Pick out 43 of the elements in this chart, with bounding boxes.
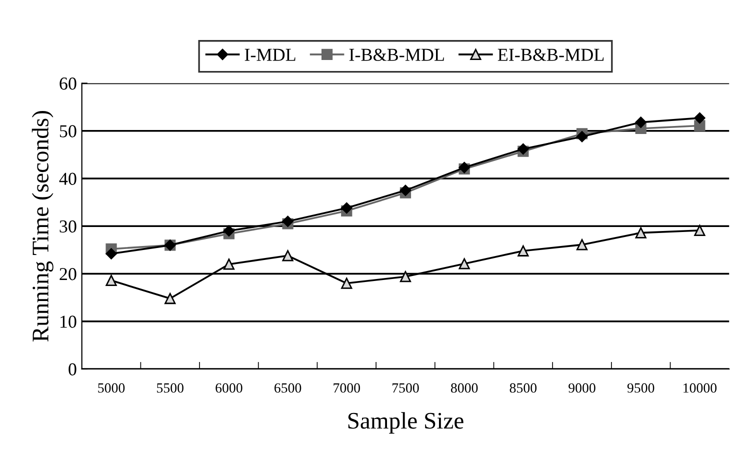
x-tick-label: 6000	[216, 383, 242, 393]
x-tick-label: 8000	[450, 383, 478, 393]
point	[106, 274, 117, 286]
point	[106, 248, 117, 260]
point	[576, 130, 588, 142]
point	[458, 258, 470, 270]
x-tick-label: 9500	[627, 383, 654, 393]
y-tick-label: 30	[60, 220, 76, 233]
point	[694, 224, 706, 236]
x-tick-label: 7500	[392, 383, 419, 393]
x-axis-title: Sample Size	[348, 412, 464, 434]
x-tick-label: 8500	[510, 383, 537, 393]
legend-label: I-MDL	[244, 48, 296, 61]
point	[400, 184, 412, 196]
y-tick-label: 10	[60, 316, 76, 328]
x-tick-label: 5500	[157, 383, 184, 393]
point	[341, 202, 352, 214]
point	[694, 112, 706, 124]
y-axis-title: Running Time (seconds)	[32, 111, 54, 342]
x-tick-label: 5000	[98, 383, 125, 393]
y-tick-label: 0	[68, 363, 76, 376]
legend-label: EI-B&B-MDL	[498, 48, 604, 61]
point	[400, 271, 412, 282]
point	[282, 250, 294, 262]
x-tick-label: 6500	[274, 383, 302, 393]
point	[635, 116, 646, 128]
point	[341, 278, 352, 289]
y-tick-label: 20	[60, 268, 76, 280]
point	[518, 245, 529, 256]
point	[164, 292, 176, 304]
y-tick-label: 60	[60, 78, 76, 90]
point	[223, 225, 235, 236]
point	[635, 227, 646, 238]
legend-label: I-B&B-MDL	[349, 48, 444, 61]
x-tick-label: 9000	[568, 383, 596, 393]
point	[518, 143, 529, 155]
x-tick-label: 7000	[334, 383, 360, 393]
x-tick-label: 10000	[684, 383, 717, 393]
y-tick-label: 50	[60, 125, 76, 138]
y-tick-label: 40	[59, 172, 76, 185]
point	[282, 216, 294, 227]
point	[576, 239, 588, 250]
point	[223, 258, 235, 270]
